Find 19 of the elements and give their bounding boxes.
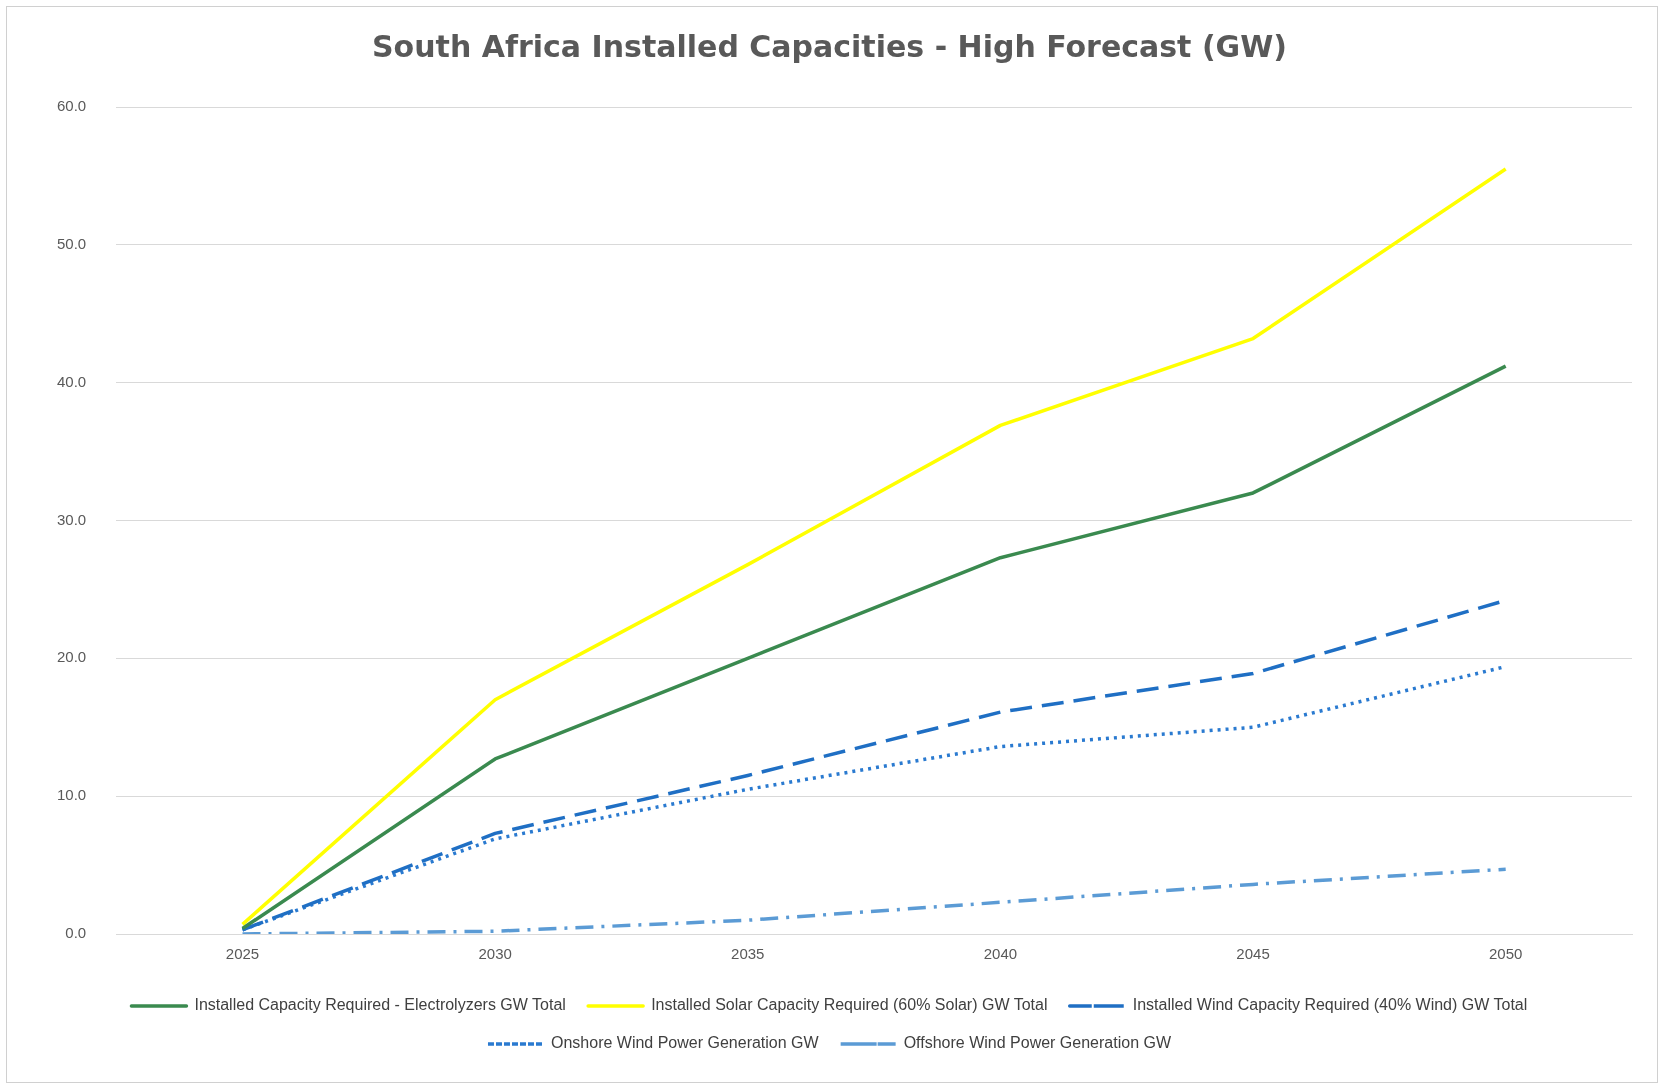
legend-label: Onshore Wind Power Generation GW — [550, 1034, 820, 1052]
y-tick-label: 40.0 — [56, 372, 87, 390]
legend-label: Installed Capacity Required - Electrolyzers GW Total — [194, 996, 566, 1014]
y-tick-label: 60.0 — [56, 97, 87, 115]
legend-label: Installed Solar Capacity Required (60% Solar) GW Total — [651, 996, 1048, 1014]
x-tick-label: 2050 — [1489, 945, 1523, 963]
x-tick-label: 2025 — [225, 945, 260, 963]
x-tick-label: 2030 — [478, 945, 512, 963]
x-tick-label: 2040 — [983, 945, 1018, 963]
legend-label: Installed Wind Capacity Required (40% Wind) GW Total — [1132, 996, 1528, 1014]
y-tick-label: 20.0 — [56, 648, 87, 666]
y-tick-label: 0.0 — [65, 924, 87, 942]
chart-title: South Africa Installed Capacities - High Forecast (GW) — [371, 28, 1288, 64]
y-tick-label: 50.0 — [56, 234, 87, 252]
legend-label: Offshore Wind Power Generation GW — [903, 1034, 1172, 1052]
y-tick-label: 30.0 — [56, 510, 87, 528]
x-tick-label: 2045 — [1236, 945, 1270, 963]
y-tick-label: 10.0 — [56, 786, 87, 804]
x-tick-label: 2035 — [731, 945, 765, 963]
